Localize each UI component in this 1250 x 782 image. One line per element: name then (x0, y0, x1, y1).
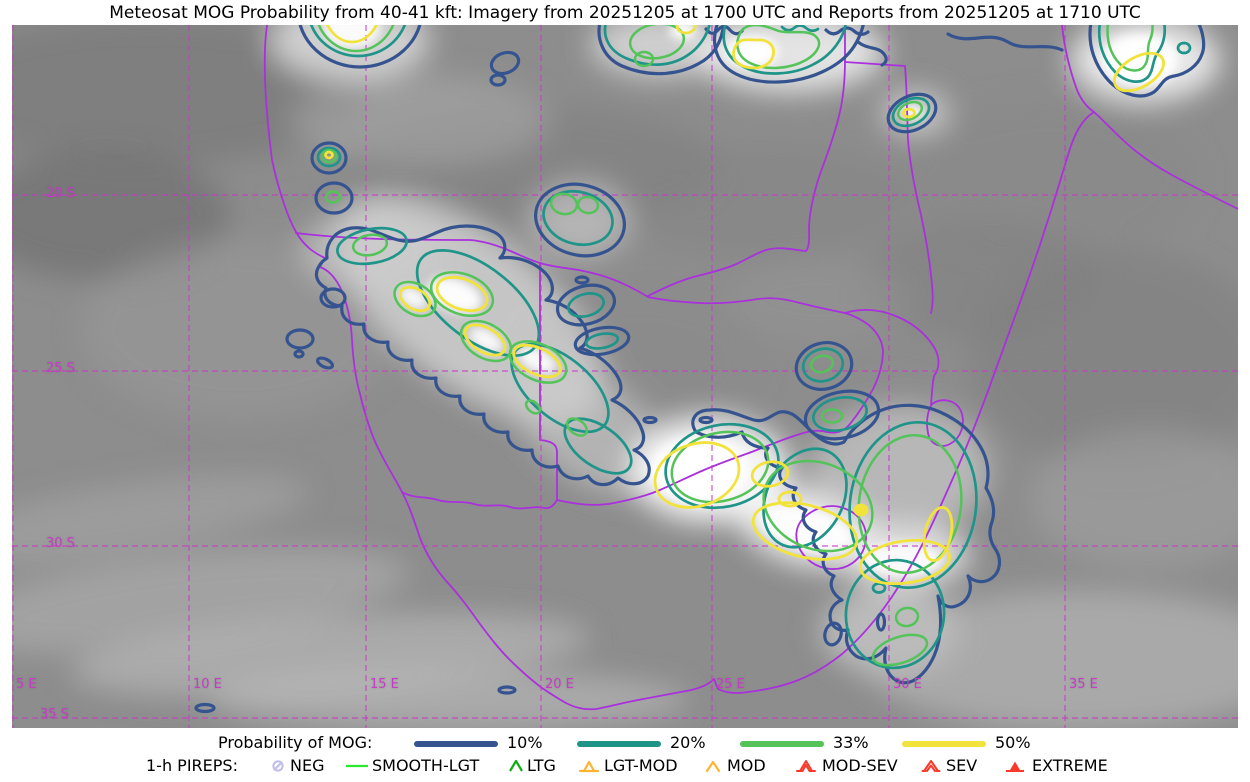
lon-label: 25 E (716, 677, 745, 692)
pirep-lgt-mod-icon (579, 758, 599, 774)
lon-label: 30 E (893, 677, 922, 692)
legend-label-10pct: 10% (507, 733, 543, 752)
pirep-mod-sev-icon (796, 758, 816, 774)
pirep-mod-label: MOD (727, 756, 766, 775)
pirep-ltg-icon (506, 758, 526, 774)
legend-line-20pct (577, 741, 661, 747)
map-canvas (12, 25, 1238, 728)
contours-50pct (324, 25, 1165, 586)
pirep-neg-icon (268, 758, 288, 774)
pirep-mod-icon (703, 758, 723, 774)
legend-label-50pct: 50% (995, 733, 1031, 752)
pirep-sev-icon (921, 758, 941, 774)
mog-contours (194, 25, 1206, 714)
country-borders (263, 25, 1238, 711)
legend-label-20pct: 20% (670, 733, 706, 752)
legend-line-10pct (414, 741, 498, 747)
page-title: Meteosat MOG Probability from 40-41 kft:… (109, 3, 1141, 23)
lat-label: 35 S (40, 707, 69, 722)
pirep-lgt-mod-label: LGT-MOD (604, 756, 678, 775)
lat-label: 30 S (46, 536, 75, 551)
pireps-legend: 1-h PIREPS: NEG SMOOTH-LGT LTG LGT-MOD M… (0, 756, 1250, 778)
pirep-neg-label: NEG (290, 756, 325, 775)
contours-10pct (194, 25, 1206, 714)
pirep-extreme-icon (1005, 758, 1025, 774)
latlon-grid (12, 25, 1238, 728)
lat-label: 25 S (46, 361, 75, 376)
satellite-map: 20 S 25 S 30 S 35 S 5 E 10 E 15 E 20 E 2… (12, 25, 1238, 728)
pirep-ltg-label: LTG (527, 756, 556, 775)
cloud-texture (12, 25, 1238, 728)
lon-label: 35 E (1069, 677, 1098, 692)
lon-label: 20 E (545, 677, 574, 692)
pirep-smooth-lgt-label: SMOOTH-LGT (372, 756, 480, 775)
pirep-smooth-lgt-icon (345, 758, 368, 774)
legend-line-33pct (740, 741, 824, 747)
contours-33pct (317, 25, 1154, 667)
pirep-extreme-label: EXTREME (1032, 756, 1108, 775)
probability-legend-label: Probability of MOG: (218, 733, 373, 752)
pirep-mod-sev-label: MOD-SEV (822, 756, 898, 775)
legend-label-33pct: 33% (833, 733, 869, 752)
legend-line-50pct (902, 741, 986, 747)
lon-label: 5 E (16, 677, 37, 692)
lat-label: 20 S (46, 186, 75, 201)
pirep-sev-label: SEV (946, 756, 978, 775)
probability-legend: Probability of MOG: 10% 20% 33% 50% (0, 733, 1250, 755)
lon-label: 10 E (193, 677, 222, 692)
pireps-legend-label: 1-h PIREPS: (146, 756, 238, 775)
lon-label: 15 E (370, 677, 399, 692)
